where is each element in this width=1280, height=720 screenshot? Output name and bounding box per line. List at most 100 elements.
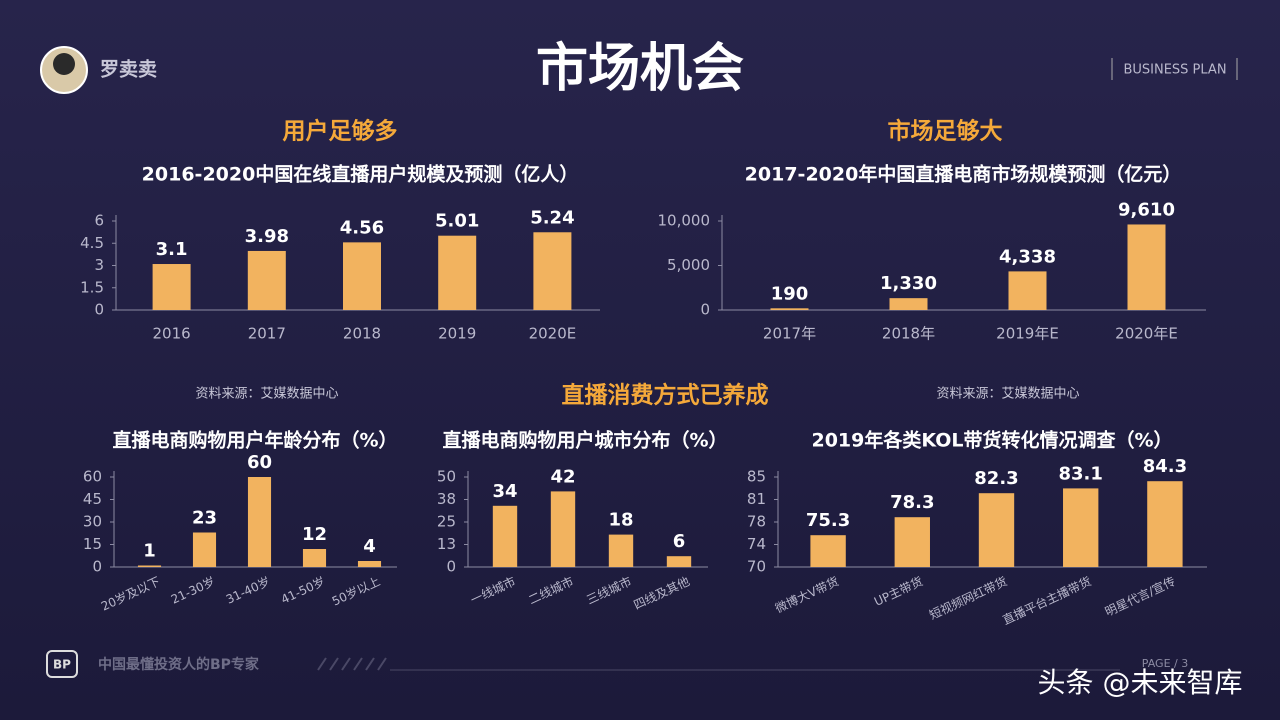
bar <box>770 308 809 310</box>
bar <box>247 250 286 310</box>
data-label: 23 <box>192 508 217 529</box>
y-tick-label: 50 <box>437 468 456 486</box>
bar <box>1127 224 1166 310</box>
x-tick-label: 2017年 <box>763 325 816 343</box>
page-number: PAGE / 3 <box>1142 657 1188 670</box>
bar <box>1063 488 1099 567</box>
y-tick-label: 85 <box>747 468 766 486</box>
bar <box>492 505 518 567</box>
bar <box>666 556 692 567</box>
data-label: 4 <box>363 536 376 557</box>
footer-stripes <box>317 657 1120 671</box>
bar <box>343 242 381 310</box>
y-tick-label: 0 <box>94 301 104 319</box>
bar <box>438 235 477 310</box>
data-label: 5.01 <box>435 211 479 232</box>
x-tick-label: 2020年E <box>1115 325 1178 343</box>
data-label: 18 <box>608 510 633 531</box>
data-label: 84.3 <box>1143 456 1187 477</box>
bar <box>1147 481 1183 567</box>
bar <box>357 561 382 567</box>
chart-title: 直播电商购物用户年龄分布（%） <box>112 429 397 452</box>
y-tick-label: 0 <box>92 558 102 576</box>
y-tick-label: 70 <box>747 558 766 576</box>
bar <box>978 493 1015 567</box>
y-tick-label: 1.5 <box>80 278 104 296</box>
data-label: 5.24 <box>530 207 574 228</box>
chart-title: 2016-2020中国在线直播用户规模及预测（亿人） <box>142 163 579 186</box>
data-label: 60 <box>247 452 272 473</box>
bar <box>889 298 928 310</box>
bar <box>1008 271 1047 310</box>
data-label: 1,330 <box>880 273 937 294</box>
chart-title: 2017-2020年中国直播电商市场规模预测（亿元） <box>745 163 1182 186</box>
avatar-hair <box>53 53 75 75</box>
x-tick-label: 2019 <box>438 325 476 343</box>
data-label: 1 <box>143 541 156 562</box>
y-tick-label: 78 <box>747 513 766 531</box>
y-tick-label: 15 <box>83 535 102 553</box>
bar <box>894 517 930 567</box>
data-label: 42 <box>550 466 575 487</box>
x-tick-label: 2020E <box>529 325 577 343</box>
tag: BUSINESS PLAN <box>1123 63 1226 78</box>
y-tick-label: 74 <box>747 535 766 553</box>
x-tick-label: 2018 <box>343 325 381 343</box>
bar <box>810 535 846 567</box>
data-label: 3.1 <box>156 239 188 260</box>
bar <box>152 264 191 310</box>
brand-name: 罗卖卖 <box>100 59 157 81</box>
y-tick-label: 3 <box>94 256 104 274</box>
y-tick-label: 38 <box>437 490 456 508</box>
bar <box>192 532 217 567</box>
y-tick-label: 45 <box>83 490 102 508</box>
data-label: 190 <box>771 283 809 304</box>
data-label: 78.3 <box>890 492 934 513</box>
slide-title: 市场机会 <box>536 39 744 99</box>
y-tick-label: 5,000 <box>667 256 710 274</box>
footer-logo <box>46 650 78 678</box>
section-title: 直播消费方式已养成 <box>562 382 769 409</box>
y-tick-label: 6 <box>94 212 104 230</box>
watermark: 头条 @未来智库 <box>1038 666 1243 699</box>
x-tick-label: 2018年 <box>882 325 935 343</box>
bar <box>550 491 576 567</box>
bar <box>533 232 572 310</box>
chart-title: 直播电商购物用户城市分布（%） <box>442 429 727 452</box>
data-label: 3.98 <box>245 226 289 247</box>
section-title: 市场足够大 <box>888 118 1003 145</box>
x-tick-label: 2016 <box>153 325 191 343</box>
data-label: 34 <box>492 481 517 502</box>
data-label: 83.1 <box>1058 463 1102 484</box>
bar <box>302 549 327 567</box>
y-tick-label: 60 <box>83 468 102 486</box>
y-tick-label: 0 <box>700 301 710 319</box>
data-label: 75.3 <box>806 510 850 531</box>
y-tick-label: 0 <box>446 558 456 576</box>
y-tick-label: 13 <box>437 535 456 553</box>
chart-title: 2019年各类KOL带货转化情况调查（%） <box>811 429 1172 452</box>
x-tick-label: 2019年E <box>996 325 1059 343</box>
data-label: 12 <box>302 524 327 545</box>
bar <box>247 477 272 567</box>
data-label: 4,338 <box>999 246 1056 267</box>
bar <box>137 565 162 567</box>
data-label: 6 <box>673 531 686 552</box>
y-tick-label: 10,000 <box>658 212 711 230</box>
y-tick-label: 4.5 <box>80 234 104 252</box>
data-label: 4.56 <box>340 217 384 238</box>
section-title: 用户足够多 <box>283 118 398 145</box>
data-label: 9,610 <box>1118 199 1175 220</box>
y-tick-label: 25 <box>437 513 456 531</box>
source: 资料来源：艾媒数据中心 <box>936 387 1079 402</box>
footer-slogan: 中国最懂投资人的BP专家 <box>98 656 260 673</box>
data-label: 82.3 <box>974 468 1018 489</box>
bar <box>608 534 634 567</box>
y-tick-label: 30 <box>83 513 102 531</box>
footer-logo-text: BP <box>53 658 71 672</box>
source: 资料来源：艾媒数据中心 <box>195 387 338 402</box>
x-tick-label: 2017 <box>248 325 286 343</box>
y-tick-label: 81 <box>747 490 766 508</box>
